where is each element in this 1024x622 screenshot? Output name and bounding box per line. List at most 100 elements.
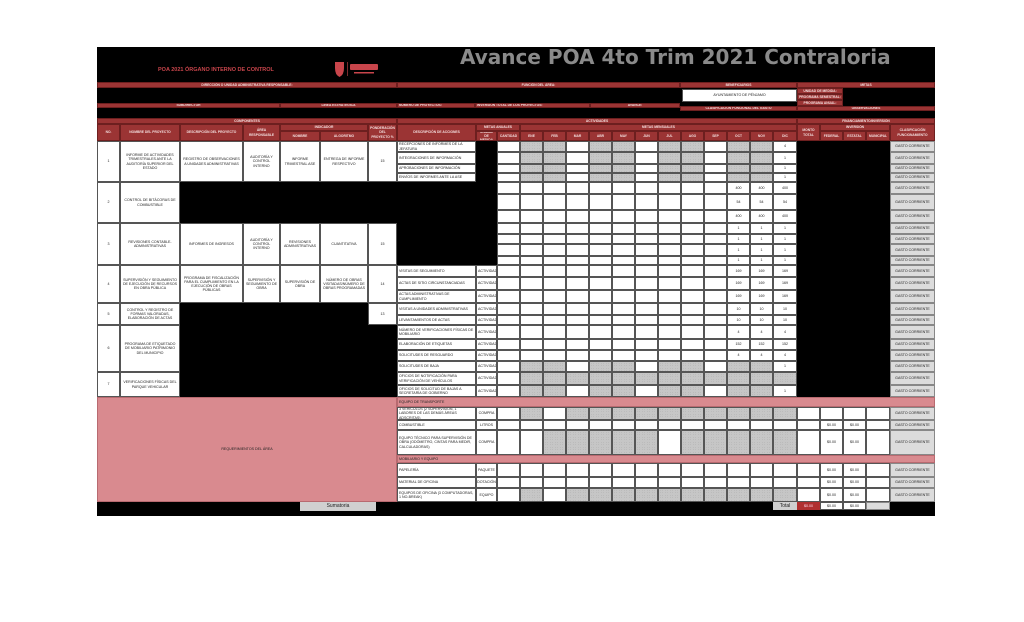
requirement-month-feb[interactable] [543,488,566,502]
month-cell-feb[interactable] [543,372,566,385]
month-cell-ene[interactable] [520,372,543,385]
requirement-month-feb[interactable] [543,477,566,488]
action-quantity[interactable] [497,152,520,164]
month-cell-jun[interactable] [635,223,658,234]
month-cell-oct[interactable]: 10 [727,315,750,325]
month-cell-feb[interactable] [543,256,566,265]
month-cell-mar[interactable] [566,265,589,277]
requirement-monto[interactable] [797,420,820,430]
month-cell-jul[interactable] [658,265,681,277]
month-cell-feb[interactable] [543,361,566,372]
requirement-month-jun[interactable] [635,407,658,420]
requirement-month-may[interactable] [612,407,635,420]
requirement-month-oct[interactable] [727,488,750,502]
requirement-month-ene[interactable] [520,430,543,455]
month-cell-mar[interactable] [566,152,589,164]
requirement-municipal[interactable] [866,477,890,488]
requirement-quantity[interactable] [497,488,520,502]
requirement-monto[interactable] [797,463,820,477]
month-cell-nov[interactable] [750,173,773,182]
action-quantity[interactable] [497,194,520,210]
requirement-month-abr[interactable] [589,430,612,455]
month-cell-ago[interactable] [681,303,704,315]
month-cell-oct[interactable]: 169 [727,290,750,303]
requirement-month-nov[interactable] [750,477,773,488]
month-cell-jun[interactable] [635,265,658,277]
requirement-month-jun[interactable] [635,488,658,502]
requirement-month-sep[interactable] [704,420,727,430]
month-cell-feb[interactable] [543,339,566,350]
month-cell-mar[interactable] [566,223,589,234]
month-cell-dic[interactable]: 1 [773,164,797,173]
month-cell-jul[interactable] [658,210,681,223]
requirement-month-ago[interactable] [681,488,704,502]
requirement-quantity[interactable] [497,430,520,455]
requirement-estatal[interactable]: $0.00 [843,463,866,477]
action-quantity[interactable] [497,164,520,173]
month-cell-ene[interactable] [520,210,543,223]
month-cell-oct[interactable] [727,385,750,397]
month-cell-nov[interactable]: 54 [750,194,773,210]
requirement-month-abr[interactable] [589,463,612,477]
month-cell-may[interactable] [612,210,635,223]
month-cell-ago[interactable] [681,210,704,223]
requirement-month-may[interactable] [612,463,635,477]
month-cell-may[interactable] [612,315,635,325]
month-cell-oct[interactable] [727,361,750,372]
month-cell-dic[interactable]: 54 [773,194,797,210]
month-cell-sep[interactable] [704,372,727,385]
month-cell-jul[interactable] [658,277,681,290]
month-cell-oct[interactable]: 1 [727,256,750,265]
action-quantity[interactable] [497,290,520,303]
month-cell-mar[interactable] [566,194,589,210]
month-cell-dic[interactable]: 10 [773,303,797,315]
requirement-estatal[interactable]: $0.00 [843,477,866,488]
month-cell-ago[interactable] [681,265,704,277]
month-cell-jun[interactable] [635,141,658,152]
month-cell-abr[interactable] [589,152,612,164]
requirement-month-mar[interactable] [566,420,589,430]
requirement-month-jun[interactable] [635,420,658,430]
month-cell-sep[interactable] [704,361,727,372]
requirement-monto[interactable] [797,430,820,455]
month-cell-nov[interactable] [750,141,773,152]
requirement-month-nov[interactable] [750,407,773,420]
month-cell-may[interactable] [612,325,635,339]
action-quantity[interactable] [497,385,520,397]
month-cell-ago[interactable] [681,385,704,397]
month-cell-jun[interactable] [635,244,658,256]
month-cell-may[interactable] [612,244,635,256]
requirement-month-oct[interactable] [727,420,750,430]
month-cell-abr[interactable] [589,244,612,256]
month-cell-feb[interactable] [543,315,566,325]
month-cell-mar[interactable] [566,350,589,361]
requirement-estatal[interactable]: $0.00 [843,420,866,430]
month-cell-jun[interactable] [635,182,658,194]
month-cell-ene[interactable] [520,152,543,164]
month-cell-jun[interactable] [635,173,658,182]
month-cell-abr[interactable] [589,350,612,361]
month-cell-sep[interactable] [704,152,727,164]
month-cell-jul[interactable] [658,141,681,152]
month-cell-abr[interactable] [589,256,612,265]
month-cell-sep[interactable] [704,164,727,173]
requirement-month-abr[interactable] [589,488,612,502]
month-cell-mar[interactable] [566,315,589,325]
month-cell-ene[interactable] [520,265,543,277]
month-cell-sep[interactable] [704,277,727,290]
requirement-month-oct[interactable] [727,430,750,455]
month-cell-feb[interactable] [543,223,566,234]
month-cell-may[interactable] [612,372,635,385]
month-cell-dic[interactable]: 1 [773,173,797,182]
month-cell-oct[interactable] [727,164,750,173]
month-cell-may[interactable] [612,361,635,372]
month-cell-ago[interactable] [681,372,704,385]
month-cell-feb[interactable] [543,182,566,194]
month-cell-jul[interactable] [658,372,681,385]
month-cell-may[interactable] [612,152,635,164]
month-cell-mar[interactable] [566,303,589,315]
month-cell-nov[interactable]: 10 [750,303,773,315]
month-cell-feb[interactable] [543,164,566,173]
requirement-month-mar[interactable] [566,488,589,502]
requirement-month-sep[interactable] [704,488,727,502]
